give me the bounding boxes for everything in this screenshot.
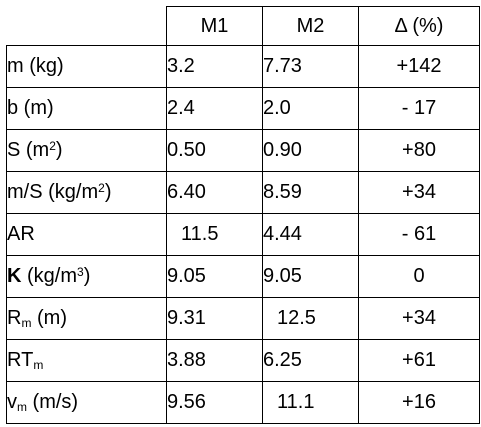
table-row: m (kg) 3.2 7.73 +142 — [6, 45, 480, 88]
delta-value: +61 — [358, 339, 480, 382]
table-row: Rm (m) 9.31 12.5 +34 — [6, 297, 480, 340]
m2-value: 9.05 — [262, 255, 359, 298]
m2-value: 2.0 — [262, 87, 359, 130]
row-label-rt: RTm — [6, 339, 167, 382]
header-row: M1 M2 Δ (%) — [6, 6, 480, 46]
m1-value: 11.5 — [166, 213, 263, 256]
m2-value: 0.90 — [262, 129, 359, 172]
m1-value: 3.2 — [166, 45, 263, 88]
table-row: RTm 3.88 6.25 +61 — [6, 339, 480, 382]
row-label-velocity: vm (m/s) — [6, 381, 167, 424]
m2-value: 11.1 — [262, 381, 359, 424]
row-label-area: S (m2) — [6, 129, 167, 172]
m1-value: 9.05 — [166, 255, 263, 298]
table-row: b (m) 2.4 2.0 - 17 — [6, 87, 480, 130]
m1-value: 0.50 — [166, 129, 263, 172]
m1-value: 3.88 — [166, 339, 263, 382]
row-label-range: Rm (m) — [6, 297, 167, 340]
m2-value: 7.73 — [262, 45, 359, 88]
m1-value: 6.40 — [166, 171, 263, 214]
m2-value: 12.5 — [262, 297, 359, 340]
comparison-table: M1 M2 Δ (%) m (kg) 3.2 7.73 +142 b (m) 2… — [6, 6, 480, 424]
delta-value: +34 — [358, 171, 480, 214]
table-row: AR 11.5 4.44 - 61 — [6, 213, 480, 256]
row-label-mass: m (kg) — [6, 45, 167, 88]
delta-value: - 17 — [358, 87, 480, 130]
header-m2: M2 — [262, 6, 359, 46]
table-row: K (kg/m3) 9.05 9.05 0 — [6, 255, 480, 298]
m2-value: 4.44 — [262, 213, 359, 256]
corner-cell — [6, 6, 167, 46]
m1-value: 9.31 — [166, 297, 263, 340]
delta-value: +16 — [358, 381, 480, 424]
table-row: S (m2) 0.50 0.90 +80 — [6, 129, 480, 172]
row-label-k: K (kg/m3) — [6, 255, 167, 298]
table-row: m/S (kg/m2) 6.40 8.59 +34 — [6, 171, 480, 214]
m1-value: 9.56 — [166, 381, 263, 424]
row-label-span: b (m) — [6, 87, 167, 130]
delta-value: +80 — [358, 129, 480, 172]
m2-value: 8.59 — [262, 171, 359, 214]
row-label-wing-loading: m/S (kg/m2) — [6, 171, 167, 214]
delta-value: 0 — [358, 255, 480, 298]
m2-value: 6.25 — [262, 339, 359, 382]
m1-value: 2.4 — [166, 87, 263, 130]
delta-value: +34 — [358, 297, 480, 340]
table-row: vm (m/s) 9.56 11.1 +16 — [6, 381, 480, 424]
header-delta: Δ (%) — [358, 6, 480, 46]
delta-value: +142 — [358, 45, 480, 88]
delta-value: - 61 — [358, 213, 480, 256]
row-label-aspect-ratio: AR — [6, 213, 167, 256]
header-m1: M1 — [166, 6, 263, 46]
